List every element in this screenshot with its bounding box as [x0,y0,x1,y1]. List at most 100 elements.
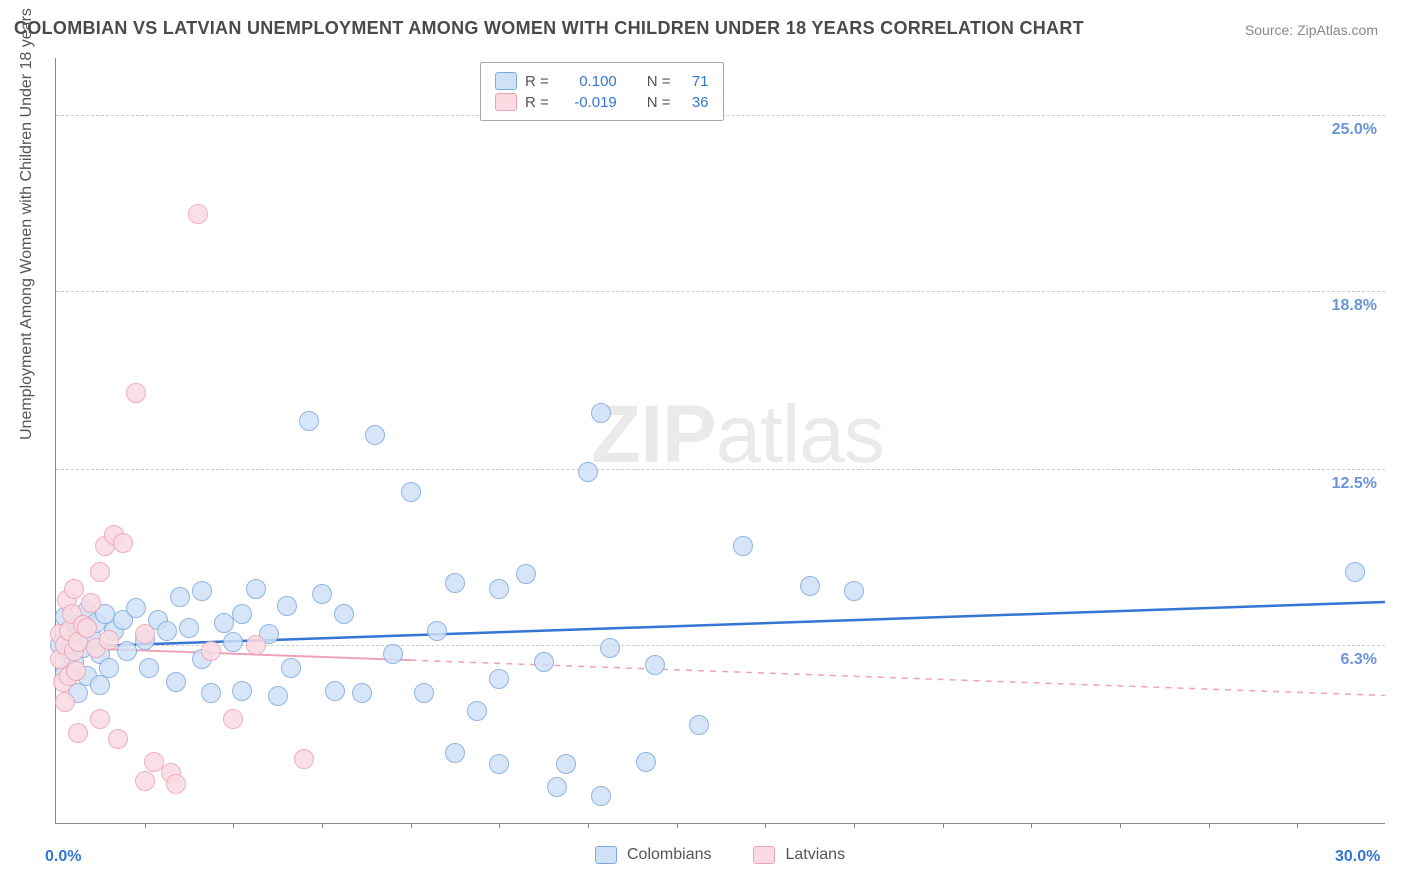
data-point [139,658,159,678]
data-point [1345,562,1365,582]
data-point [126,598,146,618]
data-point [246,579,266,599]
stats-swatch [495,93,517,111]
data-point [578,462,598,482]
data-point [352,683,372,703]
data-point [325,681,345,701]
data-point [645,655,665,675]
data-point [600,638,620,658]
y-tick-label: 6.3% [1341,651,1377,669]
x-tick [1120,823,1121,828]
data-point [166,774,186,794]
source-prefix: Source: [1245,22,1297,38]
stats-row: R =0.100N =71 [495,72,709,90]
data-point [401,482,421,502]
data-point [414,683,434,703]
data-point [90,709,110,729]
data-point [232,604,252,624]
y-tick-label: 12.5% [1332,475,1377,493]
data-point [800,576,820,596]
x-tick [1297,823,1298,828]
stats-swatch [495,72,517,90]
trends-svg [56,58,1385,823]
data-point [201,683,221,703]
data-point [126,383,146,403]
source-credit: Source: ZipAtlas.com [1245,22,1378,38]
data-point [516,564,536,584]
data-point [90,675,110,695]
x-tick [499,823,500,828]
x-tick [411,823,412,828]
source-link[interactable]: ZipAtlas.com [1297,22,1378,38]
x-tick [322,823,323,828]
data-point [99,658,119,678]
legend-label-colombians: Colombians [627,846,711,864]
watermark-light: atlas [716,389,884,480]
data-point [268,686,288,706]
watermark: ZIPatlas [591,388,884,482]
watermark-bold: ZIP [591,389,716,480]
data-point [365,425,385,445]
trend-line-dashed [410,660,1385,695]
data-point [277,596,297,616]
data-point [201,641,221,661]
x-tick [943,823,944,828]
data-point [489,669,509,689]
data-point [246,635,266,655]
data-point [117,641,137,661]
data-point [534,652,554,672]
n-label: N = [647,94,671,111]
data-point [99,630,119,650]
data-point [467,701,487,721]
r-value: 0.100 [557,73,617,90]
n-label: N = [647,73,671,90]
data-point [144,752,164,772]
data-point [81,593,101,613]
data-point [636,752,656,772]
data-point [591,786,611,806]
x-tick [145,823,146,828]
data-point [427,621,447,641]
y-axis-label: Unemployment Among Women with Children U… [18,8,36,440]
data-point [113,533,133,553]
data-point [294,749,314,769]
swatch-colombians [595,846,617,864]
data-point [489,754,509,774]
data-point [334,604,354,624]
data-point [68,723,88,743]
x-tick-label: 30.0% [1335,848,1380,866]
data-point [556,754,576,774]
plot-area: ZIPatlas 6.3% 12.5% 18.8% 25.0% [55,58,1385,824]
stats-legend: R =0.100N =71R =-0.019N =36 [480,62,724,121]
data-point [188,204,208,224]
x-tick [1209,823,1210,828]
series-legend: Colombians Latvians [595,846,845,864]
x-tick [854,823,855,828]
x-tick-label: 0.0% [45,848,81,866]
data-point [90,562,110,582]
data-point [689,715,709,735]
x-tick [588,823,589,828]
y-tick-label: 25.0% [1332,121,1377,139]
gridline [56,469,1385,470]
data-point [733,536,753,556]
data-point [299,411,319,431]
n-value: 36 [679,94,709,111]
legend-label-latvians: Latvians [785,846,845,864]
x-tick [233,823,234,828]
data-point [445,573,465,593]
data-point [135,771,155,791]
data-point [157,621,177,641]
data-point [66,661,86,681]
data-point [55,692,75,712]
x-tick [765,823,766,828]
data-point [312,584,332,604]
y-tick-label: 18.8% [1332,297,1377,315]
data-point [489,579,509,599]
data-point [179,618,199,638]
gridline [56,291,1385,292]
data-point [64,579,84,599]
data-point [192,581,212,601]
n-value: 71 [679,73,709,90]
data-point [445,743,465,763]
